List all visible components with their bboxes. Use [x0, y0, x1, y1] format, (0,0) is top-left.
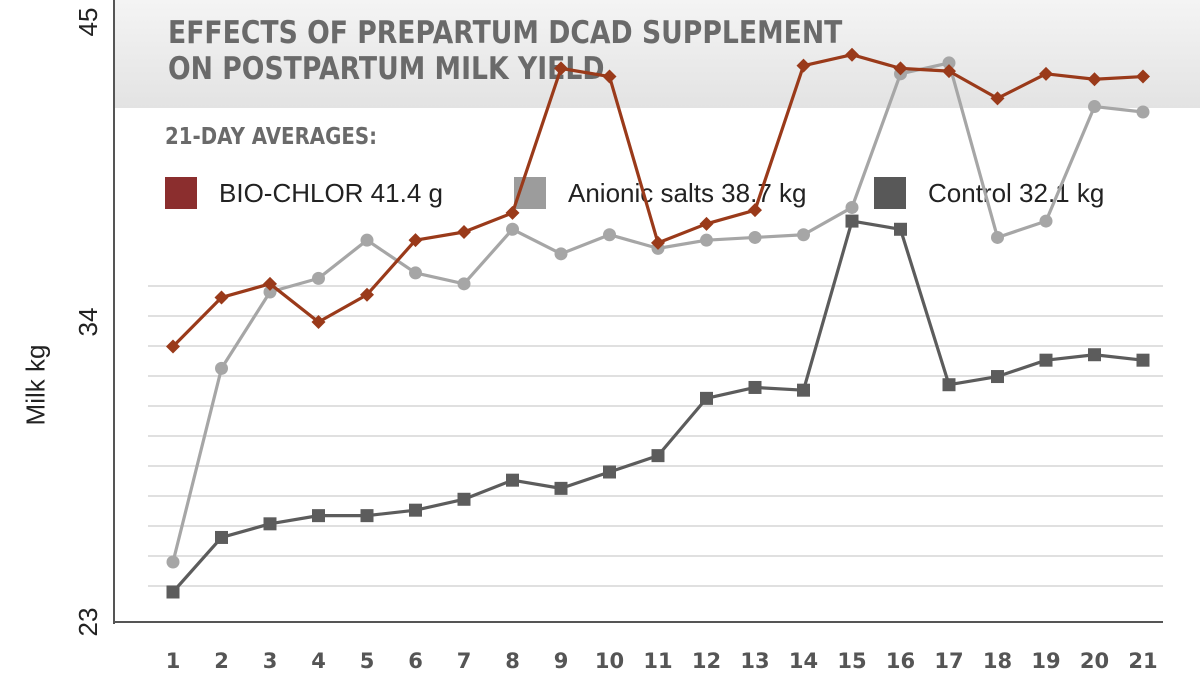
x-tick-label-15: 15 — [837, 649, 866, 673]
x-tick-label-3: 3 — [263, 649, 278, 673]
point-anionic-15 — [845, 200, 859, 214]
point-control-14 — [797, 383, 810, 397]
point-anionic-6 — [409, 266, 422, 280]
point-control-19 — [1039, 353, 1053, 367]
point-control-10 — [603, 465, 616, 479]
chart-title: EFFECTS OF PREPARTUM DCAD SUPPLEMENT — [168, 15, 843, 51]
point-control-5 — [360, 509, 374, 523]
y-axis-line — [113, 0, 115, 624]
point-bio-chlor-14 — [796, 58, 811, 73]
point-anionic-13 — [748, 230, 762, 244]
y-tick-label-45: 45 — [73, 8, 103, 37]
point-bio-chlor-2 — [214, 290, 229, 305]
point-anionic-9 — [554, 247, 568, 261]
x-tick-label-4: 4 — [311, 649, 326, 673]
x-tick-label-12: 12 — [692, 649, 721, 673]
point-bio-chlor-15 — [845, 47, 859, 62]
x-tick-label-7: 7 — [457, 649, 472, 673]
legend-label-control: Control 32.1 kg — [928, 178, 1105, 208]
x-tick-label-21: 21 — [1128, 649, 1157, 673]
x-tick-label-14: 14 — [789, 649, 818, 673]
x-tick-label-8: 8 — [505, 649, 520, 673]
x-tick-label-9: 9 — [554, 649, 569, 673]
point-control-15 — [845, 214, 859, 228]
legend-swatch-bio-chlor — [165, 177, 197, 209]
point-control-3 — [263, 517, 277, 531]
y-tick-label-34: 34 — [73, 308, 103, 337]
point-anionic-7 — [457, 277, 471, 291]
point-control-4 — [312, 509, 325, 523]
point-bio-chlor-19 — [1039, 66, 1053, 81]
point-bio-chlor-21 — [1136, 69, 1150, 84]
point-bio-chlor-18 — [990, 91, 1005, 106]
point-control-11 — [651, 449, 665, 463]
point-anionic-17 — [942, 56, 956, 70]
point-control-16 — [894, 222, 907, 236]
x-tick-label-5: 5 — [360, 649, 375, 673]
y-tick-label-23: 23 — [73, 608, 103, 637]
chart-subtitle: 21-DAY AVERAGES: — [165, 124, 378, 150]
x-tick-label-16: 16 — [886, 649, 915, 673]
point-bio-chlor-7 — [457, 225, 471, 239]
point-anionic-3 — [263, 285, 277, 299]
point-control-12 — [700, 391, 713, 405]
point-anionic-8 — [506, 222, 519, 236]
point-anionic-19 — [1039, 214, 1053, 228]
point-control-8 — [506, 473, 519, 487]
point-anionic-4 — [312, 271, 325, 285]
point-control-18 — [991, 370, 1004, 384]
series-line-anionic — [171, 61, 1144, 563]
x-tick-label-2: 2 — [214, 649, 229, 673]
point-anionic-12 — [700, 233, 713, 247]
point-anionic-18 — [991, 230, 1004, 244]
point-control-20 — [1088, 348, 1101, 362]
point-control-17 — [942, 378, 956, 392]
x-tick-label-10: 10 — [595, 649, 624, 673]
point-control-13 — [748, 380, 762, 394]
point-anionic-14 — [797, 228, 810, 242]
point-anionic-5 — [360, 233, 374, 247]
point-anionic-1 — [166, 555, 180, 569]
x-tick-label-20: 20 — [1080, 649, 1109, 673]
x-tick-label-6: 6 — [408, 649, 423, 673]
point-control-2 — [215, 530, 228, 544]
x-tick-label-11: 11 — [643, 649, 672, 673]
x-tick-label-19: 19 — [1031, 649, 1060, 673]
point-bio-chlor-4 — [311, 315, 326, 329]
point-bio-chlor-13 — [748, 203, 762, 218]
legend-label-bio-chlor: BIO-CHLOR 41.4 g — [219, 178, 443, 208]
point-anionic-2 — [215, 361, 228, 375]
point-bio-chlor-10 — [602, 69, 617, 84]
x-tick-label-13: 13 — [740, 649, 769, 673]
legend-swatch-control — [874, 177, 906, 209]
x-tick-label-17: 17 — [934, 649, 963, 673]
point-anionic-21 — [1136, 105, 1150, 119]
point-bio-chlor-20 — [1087, 72, 1102, 87]
point-bio-chlor-5 — [360, 287, 374, 302]
point-control-9 — [554, 481, 568, 495]
point-bio-chlor-11 — [651, 235, 665, 250]
point-bio-chlor-9 — [554, 61, 568, 76]
point-bio-chlor-12 — [699, 216, 714, 231]
point-bio-chlor-6 — [408, 233, 423, 248]
chart-title-line-2: ON POSTPARTUM MILK YIELD — [168, 51, 605, 87]
point-bio-chlor-8 — [505, 205, 520, 220]
point-bio-chlor-3 — [263, 276, 277, 291]
point-control-21 — [1136, 353, 1150, 367]
point-control-6 — [409, 503, 422, 517]
point-bio-chlor-16 — [893, 61, 908, 76]
title-banner — [115, 0, 1200, 108]
point-control-1 — [166, 585, 180, 599]
x-tick-label-18: 18 — [983, 649, 1012, 673]
point-anionic-10 — [603, 228, 616, 242]
point-bio-chlor-1 — [166, 339, 180, 354]
x-tick-label-1: 1 — [166, 649, 181, 673]
point-control-7 — [457, 492, 471, 506]
legend-label-anionic-salts: Anionic salts 38.7 kg — [568, 178, 807, 208]
point-bio-chlor-17 — [942, 64, 956, 79]
point-anionic-20 — [1088, 100, 1101, 114]
